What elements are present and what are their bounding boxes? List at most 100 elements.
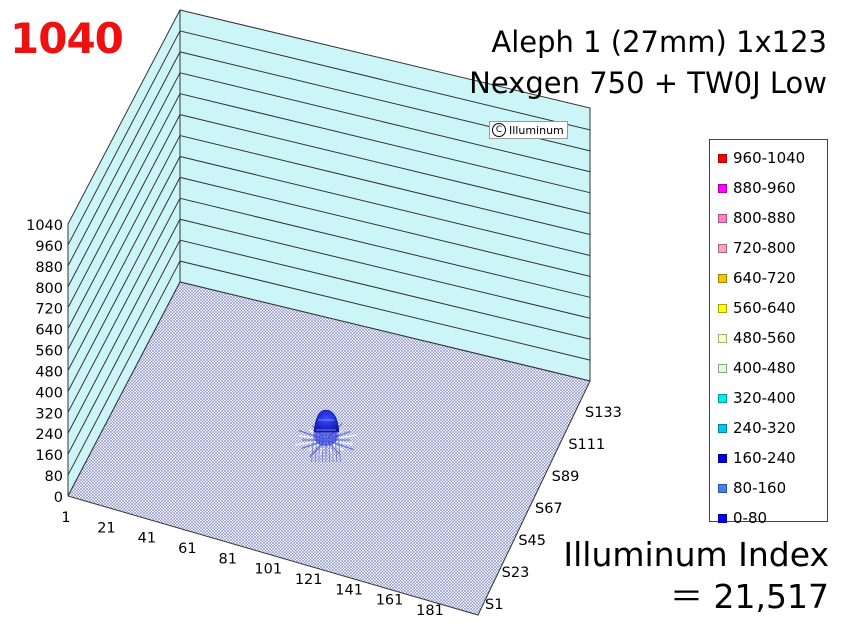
wall-gridline — [67, 260, 591, 476]
legend-item: 160-240 — [710, 443, 827, 473]
z-tick-label: 320 — [35, 406, 63, 422]
legend-label: 720-800 — [733, 239, 796, 257]
y-tick-label: S111 — [568, 437, 605, 453]
x-tick-label: 101 — [254, 562, 282, 578]
legend-item: 0-80 — [710, 503, 827, 533]
wall-gridline — [67, 114, 591, 329]
legend-item: 560-640 — [710, 293, 827, 323]
x-tick-label: 21 — [97, 520, 115, 536]
peak-value-label: 1040 — [10, 14, 124, 63]
index-title: Illuminum Index — [563, 535, 829, 574]
x-tick-label: 121 — [295, 572, 323, 588]
y-tick-label: S89 — [552, 469, 580, 485]
wall-gridlines — [67, 30, 591, 476]
legend-label: 640-720 — [733, 269, 796, 287]
z-tick-label: 880 — [35, 260, 63, 276]
y-tick-label: S23 — [502, 565, 530, 581]
legend-label: 320-400 — [733, 389, 796, 407]
wall-gridline — [67, 72, 591, 288]
legend-item: 720-800 — [710, 233, 827, 263]
legend-label: 80-160 — [733, 479, 787, 497]
legend-swatch — [718, 213, 727, 223]
legend-item: 400-480 — [710, 353, 827, 383]
x-tick-label: 61 — [178, 541, 196, 557]
legend-label: 880-960 — [733, 179, 796, 197]
y-tick-label: S67 — [535, 501, 563, 517]
legend-label: 400-480 — [733, 359, 796, 377]
wall-gridline — [67, 176, 591, 392]
peak-spoke — [311, 431, 315, 463]
wall-gridline — [67, 93, 591, 308]
y-tick-label: S133 — [585, 405, 622, 421]
legend-swatch — [718, 453, 727, 463]
z-tick-label: 480 — [35, 364, 63, 380]
z-tick-label: 720 — [35, 302, 63, 318]
legend-swatch — [718, 483, 727, 493]
y-tick-label: S1 — [485, 597, 503, 613]
z-tick-label: 800 — [35, 281, 63, 297]
z-tick-label: 160 — [35, 448, 63, 464]
illuminum-index: Illuminum Index ＝ 21,517 — [563, 534, 829, 618]
legend-item: 80-160 — [710, 473, 827, 503]
chart-title: Aleph 1 (27mm) 1x123 Nexgen 750 + TW0J L… — [469, 22, 827, 104]
legend-swatch — [718, 153, 727, 163]
wall-gridline — [67, 197, 591, 413]
legend-label: 560-640 — [733, 299, 796, 317]
legend-swatch — [718, 393, 727, 403]
z-axis-ticks: 0 80 160 240 320 400 480 560 640 720 800 880 960 1040 — [26, 218, 63, 506]
legend-item: 800-880 — [710, 203, 827, 233]
copyright-icon: C — [492, 123, 506, 137]
copyright-text: Illuminum — [509, 123, 564, 137]
x-tick-label: 41 — [138, 531, 156, 547]
wall-gridline — [67, 30, 591, 246]
legend-item: 480-560 — [710, 323, 827, 353]
wall-gridline — [67, 51, 591, 267]
legend-item: 320-400 — [710, 383, 827, 413]
legend-swatch — [718, 333, 727, 343]
y-axis-ticks: S1 S23 S45 S67 S89 S111 S133 — [485, 405, 622, 613]
peak-spoke — [337, 431, 341, 463]
x-tick-label: 141 — [335, 582, 363, 598]
z-tick-label: 1040 — [26, 218, 63, 234]
legend-label: 240-320 — [733, 419, 796, 437]
peak-surface — [295, 409, 357, 463]
legend-label: 160-240 — [733, 449, 796, 467]
legend-swatch — [718, 363, 727, 373]
legend-item: 240-320 — [710, 413, 827, 443]
legend-item: 960-1040 — [710, 143, 827, 173]
z-tick-label: 240 — [35, 427, 63, 443]
legend-item: 880-960 — [710, 173, 827, 203]
z-tick-label: 640 — [35, 323, 63, 339]
x-tick-label: 181 — [416, 603, 444, 619]
wall-gridline — [67, 155, 591, 371]
z-tick-label: 80 — [45, 469, 63, 485]
title-line-2: Nexgen 750 + TW0J Low — [469, 66, 827, 100]
legend-swatch — [718, 273, 727, 283]
legend-label: 800-880 — [733, 209, 796, 227]
x-tick-label: 81 — [219, 551, 237, 567]
y-tick-label: S45 — [518, 533, 546, 549]
legend-swatch — [718, 423, 727, 433]
legend-swatch — [718, 513, 727, 523]
legend-item: 640-720 — [710, 263, 827, 293]
z-tick-label: 0 — [54, 490, 63, 506]
copyright-badge: C Illuminum — [489, 121, 568, 139]
index-value: ＝ 21,517 — [670, 577, 829, 616]
z-tick-label: 400 — [35, 385, 63, 401]
x-tick-label: 161 — [376, 593, 404, 609]
legend-swatch — [718, 243, 727, 253]
wall-gridline — [67, 134, 591, 350]
legend-swatch — [718, 303, 727, 313]
title-line-1: Aleph 1 (27mm) 1x123 — [491, 25, 827, 59]
legend-label: 960-1040 — [733, 149, 806, 167]
wall-gridline — [67, 239, 591, 455]
legend-label: 480-560 — [733, 329, 796, 347]
legend: 960-1040 880-960 800-880 720-800 640-720 560-… — [709, 139, 828, 527]
z-tick-label: 960 — [35, 239, 63, 255]
x-tick-label: 1 — [61, 510, 70, 526]
legend-swatch — [718, 183, 727, 193]
legend-label: 0-80 — [733, 509, 768, 527]
wall-gridline — [67, 218, 591, 434]
